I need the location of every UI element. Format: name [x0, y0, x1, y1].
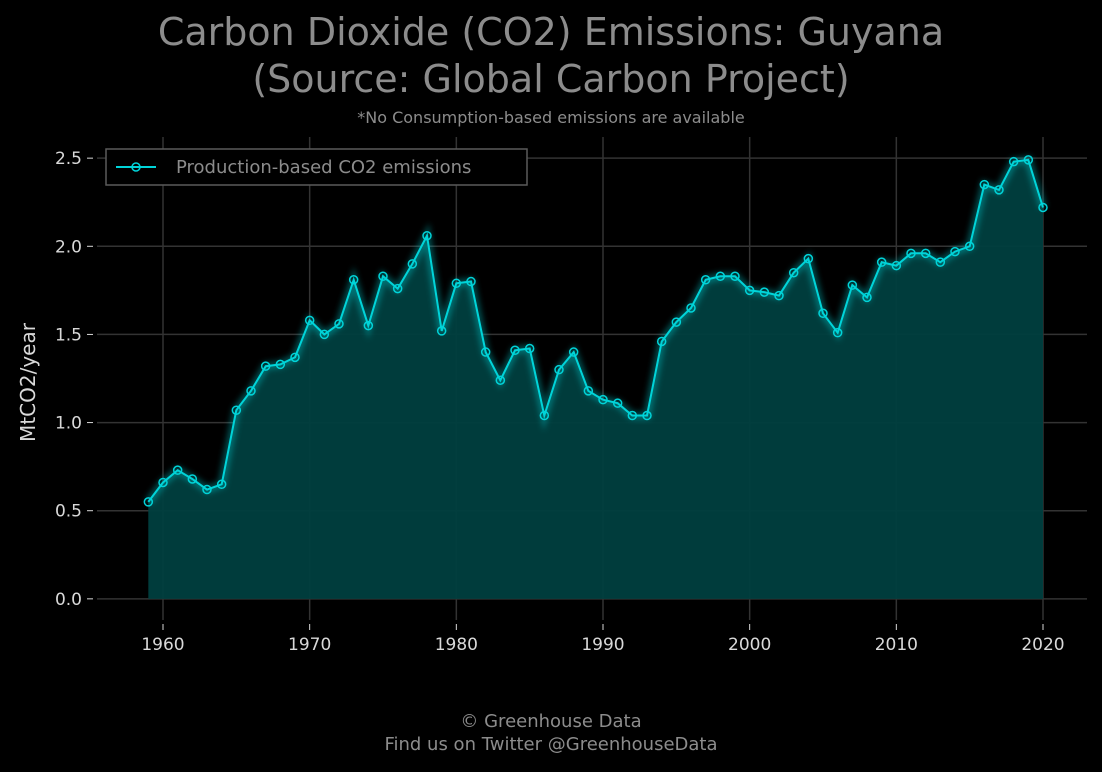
data-point	[818, 308, 828, 319]
data-point	[862, 292, 872, 303]
data-point	[847, 280, 858, 290]
x-tick-label: 1960	[141, 635, 184, 655]
data-point	[964, 241, 975, 252]
data-point	[950, 246, 960, 257]
data-point	[1008, 156, 1019, 167]
y-tick-label: 0.5	[55, 502, 82, 522]
data-point	[1023, 155, 1034, 165]
data-point	[583, 386, 594, 396]
data-point	[334, 319, 344, 329]
data-point	[642, 410, 652, 421]
data-point	[172, 465, 183, 475]
series-area	[143, 155, 1048, 599]
data-point	[143, 497, 154, 507]
data-point	[290, 352, 300, 363]
data-point	[803, 253, 814, 264]
data-point	[730, 271, 740, 282]
footer-copyright: © Greenhouse Data	[460, 711, 642, 732]
data-point	[392, 283, 403, 294]
legend-box	[105, 148, 528, 186]
y-tick-label: 1.0	[55, 414, 82, 434]
data-point	[920, 248, 931, 259]
data-point	[202, 484, 212, 495]
data-point	[539, 410, 550, 421]
data-point	[510, 345, 520, 356]
data-point	[568, 347, 579, 357]
legend-marker-swatch	[131, 162, 141, 172]
data-point	[832, 327, 843, 338]
axes: 1960 1970 1980 1990 2000 2010 2020 0.0 0.5 1.0 1.5…	[16, 149, 1065, 655]
data-point	[319, 329, 330, 340]
data-point	[656, 336, 667, 347]
data-point	[876, 257, 887, 267]
data-point	[451, 278, 462, 289]
data-point	[304, 315, 315, 326]
x-tick-label: 1990	[581, 635, 624, 655]
data-point	[260, 361, 271, 371]
data-point	[979, 179, 990, 190]
data-point	[524, 343, 535, 354]
data-point	[788, 267, 799, 278]
data-point	[598, 394, 608, 405]
data-point	[407, 259, 418, 269]
data-point	[994, 185, 1004, 195]
data-point	[1038, 202, 1048, 213]
x-tick-label: 1980	[435, 635, 478, 655]
footer-twitter: Find us on Twitter @GreenhouseData	[384, 734, 718, 755]
data-point	[759, 287, 770, 297]
x-tick-label: 2010	[875, 635, 918, 655]
y-tick-label: 2.0	[55, 237, 82, 257]
data-point	[774, 290, 784, 301]
data-point	[744, 285, 755, 296]
data-point	[906, 248, 916, 259]
data-point	[436, 326, 447, 336]
y-tick-label: 1.5	[55, 325, 82, 345]
data-point	[466, 276, 476, 287]
data-point	[891, 260, 902, 271]
data-point	[554, 364, 564, 375]
data-point	[700, 275, 711, 285]
data-point	[686, 303, 696, 313]
legend-label: Production-based CO2 emissions	[176, 157, 471, 178]
data-point	[495, 375, 506, 386]
y-tick-label: 0.0	[55, 590, 82, 610]
series-line	[147, 158, 1044, 503]
chart-title-line-1: Carbon Dioxide (CO2) Emissions: Guyana	[157, 10, 945, 54]
data-point	[187, 474, 198, 484]
x-tick-label: 2020	[1021, 635, 1064, 655]
data-point	[231, 405, 242, 415]
data-point	[246, 386, 256, 396]
data-point	[422, 230, 432, 241]
legend: Production-based CO2 emissions	[105, 148, 528, 186]
data-point	[715, 271, 726, 282]
data-point	[158, 477, 168, 488]
y-axis-label: MtCO2/year	[16, 322, 40, 442]
data-point	[363, 320, 374, 331]
series-fill	[148, 159, 1044, 599]
data-point	[627, 410, 638, 421]
data-point	[935, 257, 946, 267]
data-point	[671, 317, 682, 327]
data-point	[275, 359, 286, 370]
chart-subtitle: *No Consumption-based emissions are avai…	[357, 108, 745, 127]
y-tick-label: 2.5	[55, 149, 82, 169]
data-point	[480, 347, 491, 357]
data-point	[348, 275, 359, 285]
data-point	[216, 479, 227, 490]
x-tick-label: 1970	[288, 635, 331, 655]
data-point	[612, 398, 623, 408]
chart-title-line-2: (Source: Global Carbon Project)	[252, 57, 850, 101]
data-point	[378, 271, 388, 282]
x-tick-label: 2000	[728, 635, 771, 655]
